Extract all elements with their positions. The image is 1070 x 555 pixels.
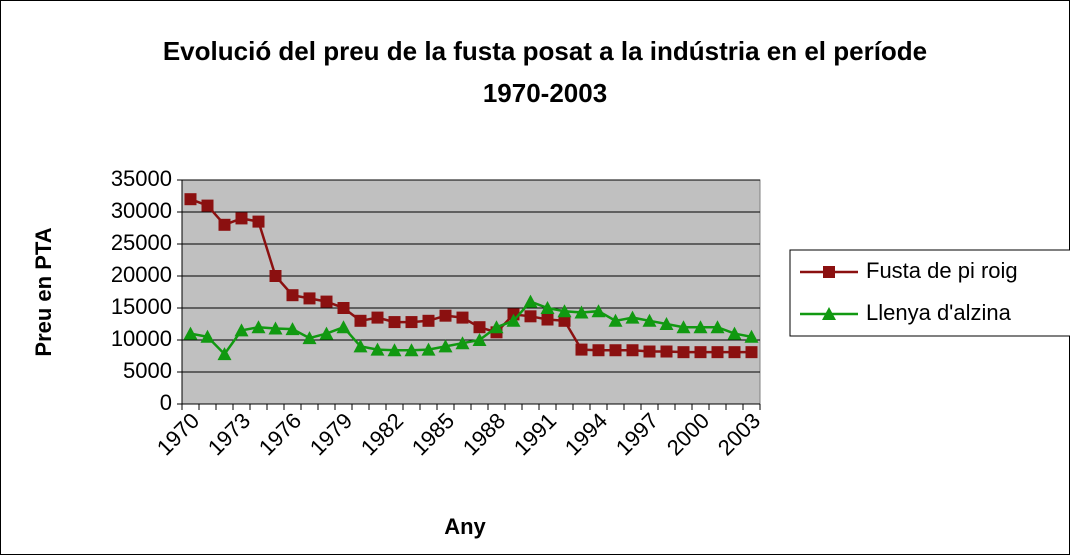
data-point: [574, 305, 589, 319]
data-point: [251, 320, 266, 334]
data-point: [643, 345, 656, 358]
data-point: [592, 344, 605, 357]
data-point: [285, 322, 300, 336]
data-point: [268, 321, 283, 335]
legend-marker: [822, 307, 836, 320]
data-point: [337, 302, 350, 314]
plot-area: [181, 179, 761, 405]
data-point: [659, 317, 674, 330]
data-point: [557, 304, 572, 318]
data-point: [421, 342, 436, 356]
legend-marker: [823, 266, 835, 278]
data-point: [626, 344, 639, 357]
data-point: [422, 314, 435, 327]
data-point: [609, 344, 622, 357]
data-point: [677, 346, 690, 359]
data-point: [336, 320, 351, 334]
data-point: [693, 320, 708, 334]
legend: [789, 249, 1070, 337]
data-point: [320, 295, 333, 308]
data-point: [676, 320, 691, 334]
data-point: [728, 346, 741, 359]
data-point: [541, 313, 554, 326]
data-point: [456, 311, 469, 324]
data-point: [234, 323, 249, 337]
data-point: [184, 193, 197, 206]
data-point: [405, 316, 418, 329]
chart-title-text: Evolució del preu de la fusta posat a la…: [162, 36, 928, 108]
data-point: [745, 346, 758, 359]
data-point: [252, 215, 265, 228]
data-point: [591, 304, 606, 318]
chart-title: Evolució del preu de la fusta posat a la…: [120, 30, 970, 114]
data-point: [201, 199, 214, 212]
y-tick-label: 0: [160, 390, 172, 415]
data-point: [303, 292, 316, 305]
data-point: [625, 310, 640, 324]
data-point: [473, 321, 486, 334]
y-tick-label: 5000: [123, 358, 172, 383]
data-point: [523, 294, 538, 308]
data-point: [404, 343, 419, 357]
y-tick-label: 20000: [111, 262, 172, 287]
data-point: [200, 329, 215, 343]
y-tick-label: 15000: [111, 294, 172, 319]
y-tick-label: 30000: [111, 198, 172, 223]
data-point: [506, 313, 521, 327]
data-point: [608, 313, 623, 327]
data-point: [371, 311, 384, 324]
y-tick-label: 10000: [111, 326, 172, 351]
data-point: [286, 289, 299, 302]
data-point: [727, 326, 742, 340]
legend-label: Llenya d'alzina: [866, 300, 1012, 325]
data-point: [217, 347, 232, 361]
data-point: [524, 310, 537, 323]
data-point: [235, 212, 248, 225]
data-point: [489, 320, 504, 334]
y-axis-label: Preu en PTA: [31, 227, 56, 356]
data-point: [269, 270, 282, 282]
data-point: [183, 326, 198, 340]
data-point: [472, 333, 487, 346]
data-point: [744, 329, 759, 343]
series-line: [190, 300, 752, 357]
data-point: [575, 343, 588, 356]
data-point: [354, 314, 367, 327]
y-tick-label: 35000: [111, 166, 172, 191]
data-point: [353, 339, 368, 353]
series-line: [190, 198, 752, 354]
data-point: [711, 346, 724, 359]
data-point: [388, 316, 401, 329]
y-tick-label: 25000: [111, 230, 172, 255]
data-point: [319, 326, 334, 340]
data-point: [694, 346, 707, 359]
data-point: [558, 314, 571, 327]
data-point: [642, 313, 657, 327]
data-point: [660, 345, 673, 358]
data-point: [370, 342, 385, 356]
data-point: [540, 301, 555, 314]
data-point: [439, 309, 452, 322]
data-point: [455, 336, 470, 350]
data-point: [710, 320, 725, 334]
data-point: [387, 343, 402, 357]
data-point: [218, 218, 231, 231]
data-point: [438, 339, 453, 353]
data-point: [302, 331, 317, 345]
legend-label: Fusta de pi roig: [866, 258, 1018, 283]
x-axis-label: Any: [444, 514, 486, 539]
